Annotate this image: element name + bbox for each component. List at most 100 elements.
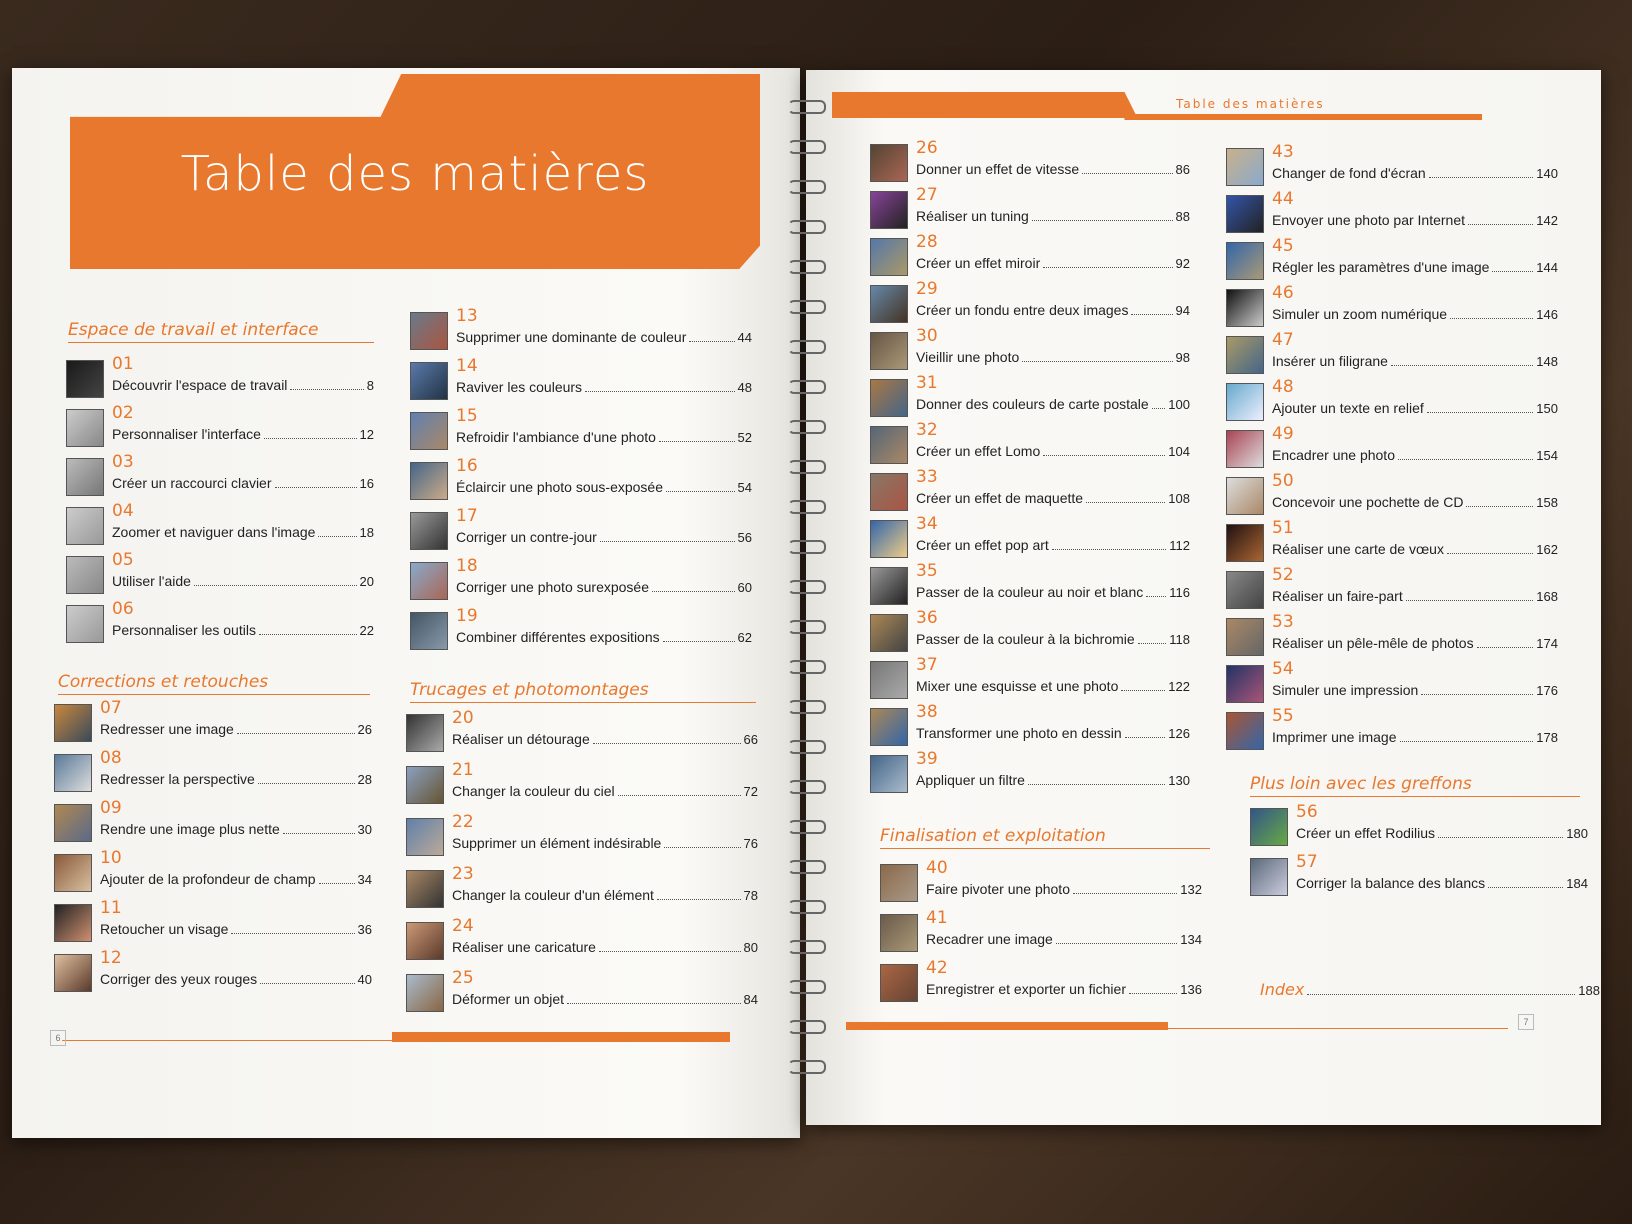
leader-dots <box>1055 933 1178 944</box>
index-entry[interactable]: Index 188 <box>1260 980 1600 1002</box>
toc-entry[interactable]: 38 Transformer une photo en dessin 126 <box>870 702 1190 750</box>
toc-entry[interactable]: 40 Faire pivoter une photo 132 <box>880 858 1202 906</box>
toc-entry[interactable]: 46 Simuler un zoom numérique 146 <box>1226 283 1558 331</box>
entry-page: 132 <box>1180 882 1202 897</box>
toc-entry[interactable]: 29 Créer un fondu entre deux images 94 <box>870 279 1190 327</box>
toc-entry[interactable]: 53 Réaliser un pêle-mêle de photos 174 <box>1226 612 1558 660</box>
toc-entry[interactable]: 05 Utiliser l'aide 20 <box>66 550 374 598</box>
toc-entry[interactable]: 37 Mixer une esquisse et une photo 122 <box>870 655 1190 703</box>
toc-entry[interactable]: 54 Simuler une impression 176 <box>1226 659 1558 707</box>
toc-entry[interactable]: 49 Encadrer une photo 154 <box>1226 424 1558 472</box>
binding-ring <box>788 940 826 954</box>
toc-entry[interactable]: 25 Déformer un objet 84 <box>406 968 758 1016</box>
toc-entry[interactable]: 56 Créer un effet Rodilius 180 <box>1250 802 1588 850</box>
title-banner: Table des matières <box>70 74 760 269</box>
toc-entry[interactable]: 45 Régler les paramètres d'une image 144 <box>1226 236 1558 284</box>
thumbnail-image <box>870 520 908 558</box>
toc-entry[interactable]: 16 Éclaircir une photo sous-exposée 54 <box>410 456 752 504</box>
toc-entry[interactable]: 18 Corriger une photo surexposée 60 <box>410 556 752 604</box>
entry-label-row: Redresser la perspective 28 <box>100 771 372 787</box>
toc-entry[interactable]: 28 Créer un effet miroir 92 <box>870 232 1190 280</box>
entry-number: 39 <box>916 749 938 769</box>
toc-entry[interactable]: 12 Corriger des yeux rouges 40 <box>54 948 372 996</box>
toc-entry[interactable]: 32 Créer un effet Lomo 104 <box>870 420 1190 468</box>
toc-entry[interactable]: 15 Refroidir l'ambiance d'une photo 52 <box>410 406 752 454</box>
toc-entry[interactable]: 17 Corriger un contre-jour 56 <box>410 506 752 554</box>
toc-entry[interactable]: 10 Ajouter de la profondeur de champ 34 <box>54 848 372 896</box>
toc-entry[interactable]: 35 Passer de la couleur au noir et blanc 1… <box>870 561 1190 609</box>
entry-number: 02 <box>112 403 134 423</box>
entry-label-row: Créer un raccourci clavier 16 <box>112 475 374 491</box>
toc-entry[interactable]: 51 Réaliser une carte de vœux 162 <box>1226 518 1558 566</box>
entry-number: 25 <box>452 968 474 988</box>
toc-entry[interactable]: 08 Redresser la perspective 28 <box>54 748 372 796</box>
leader-dots <box>231 923 355 934</box>
toc-entry[interactable]: 36 Passer de la couleur à la bichromie 118 <box>870 608 1190 656</box>
toc-entry[interactable]: 11 Retoucher un visage 36 <box>54 898 372 946</box>
header-banner <box>832 92 1138 118</box>
entry-title: Donner des couleurs de carte postale <box>916 396 1149 412</box>
toc-entry[interactable]: 13 Supprimer une dominante de couleur 44 <box>410 306 752 354</box>
section-heading: Espace de travail et interface <box>68 320 374 343</box>
thumbnail-image <box>870 285 908 323</box>
binding-ring <box>788 260 826 274</box>
leader-dots <box>1426 402 1534 413</box>
entry-label-row: Faire pivoter une photo 132 <box>926 881 1202 897</box>
toc-entry[interactable]: 48 Ajouter un texte en relief 150 <box>1226 377 1558 425</box>
toc-entry[interactable]: 21 Changer la couleur du ciel 72 <box>406 760 758 808</box>
toc-entry[interactable]: 30 Vieillir une photo 98 <box>870 326 1190 374</box>
toc-entry[interactable]: 03 Créer un raccourci clavier 16 <box>66 452 374 500</box>
toc-entry[interactable]: 42 Enregistrer et exporter un fichier 136 <box>880 958 1202 1006</box>
toc-entry[interactable]: 22 Supprimer un élément indésirable 76 <box>406 812 758 860</box>
entry-label-row: Réaliser un tuning 88 <box>916 208 1190 224</box>
leader-dots <box>274 477 357 488</box>
entry-page: 134 <box>1180 932 1202 947</box>
toc-entry[interactable]: 02 Personnaliser l'interface 12 <box>66 403 374 451</box>
toc-entry[interactable]: 34 Créer un effet pop art 112 <box>870 514 1190 562</box>
entry-label-row: Zoomer et naviguer dans l'image 18 <box>112 524 374 540</box>
entry-title: Réaliser un tuning <box>916 208 1029 224</box>
entry-page: 48 <box>737 380 752 395</box>
toc-entry[interactable]: 50 Concevoir une pochette de CD 158 <box>1226 471 1558 519</box>
toc-entry[interactable]: 09 Rendre une image plus nette 30 <box>54 798 372 846</box>
entry-label-row: Créer un effet Lomo 104 <box>916 443 1190 459</box>
toc-entry[interactable]: 26 Donner un effet de vitesse 86 <box>870 138 1190 186</box>
toc-entry[interactable]: 44 Envoyer une photo par Internet 142 <box>1226 189 1558 237</box>
toc-entry[interactable]: 39 Appliquer un filtre 130 <box>870 749 1190 797</box>
toc-entry[interactable]: 24 Réaliser une caricature 80 <box>406 916 758 964</box>
toc-entry[interactable]: 41 Recadrer une image 134 <box>880 908 1202 956</box>
toc-entry[interactable]: 20 Réaliser un détourage 66 <box>406 708 758 756</box>
leader-dots <box>656 889 741 900</box>
entry-title: Redresser la perspective <box>100 771 255 787</box>
toc-entry[interactable]: 57 Corriger la balance des blancs 184 <box>1250 852 1588 900</box>
leader-dots <box>1151 398 1166 409</box>
entry-label-row: Passer de la couleur à la bichromie 118 <box>916 631 1190 647</box>
toc-entry[interactable]: 04 Zoomer et naviguer dans l'image 18 <box>66 501 374 549</box>
toc-entry[interactable]: 33 Créer un effet de maquette 108 <box>870 467 1190 515</box>
entry-number: 18 <box>456 556 478 576</box>
toc-entry[interactable]: 14 Raviver les couleurs 48 <box>410 356 752 404</box>
binding-ring <box>788 1020 826 1034</box>
bottom-thin-rule <box>62 1040 402 1041</box>
toc-entry[interactable]: 52 Réaliser un faire-part 168 <box>1226 565 1558 613</box>
entry-title: Réaliser un pêle-mêle de photos <box>1272 635 1474 651</box>
toc-entry[interactable]: 31 Donner des couleurs de carte postale 10… <box>870 373 1190 421</box>
entry-number: 54 <box>1272 659 1294 679</box>
toc-entry[interactable]: 23 Changer la couleur d'un élément 78 <box>406 864 758 912</box>
entry-title: Imprimer une image <box>1272 729 1397 745</box>
toc-entry[interactable]: 55 Imprimer une image 178 <box>1226 706 1558 754</box>
toc-entry[interactable]: 27 Réaliser un tuning 88 <box>870 185 1190 233</box>
leader-dots <box>1399 731 1534 742</box>
leader-dots <box>1428 167 1534 178</box>
toc-entry[interactable]: 47 Insérer un filigrane 148 <box>1226 330 1558 378</box>
toc-entry[interactable]: 19 Combiner différentes expositions 62 <box>410 606 752 654</box>
leader-dots <box>1051 539 1167 550</box>
entry-title: Refroidir l'ambiance d'une photo <box>456 429 656 445</box>
toc-entry[interactable]: 07 Redresser une image 26 <box>54 698 372 746</box>
toc-entry[interactable]: 43 Changer de fond d'écran 140 <box>1226 142 1558 190</box>
entry-page: 56 <box>737 530 752 545</box>
entry-number: 15 <box>456 406 478 426</box>
entry-page: 112 <box>1169 538 1190 553</box>
toc-entry[interactable]: 01 Découvrir l'espace de travail 8 <box>66 354 374 402</box>
toc-entry[interactable]: 06 Personnaliser les outils 22 <box>66 599 374 647</box>
